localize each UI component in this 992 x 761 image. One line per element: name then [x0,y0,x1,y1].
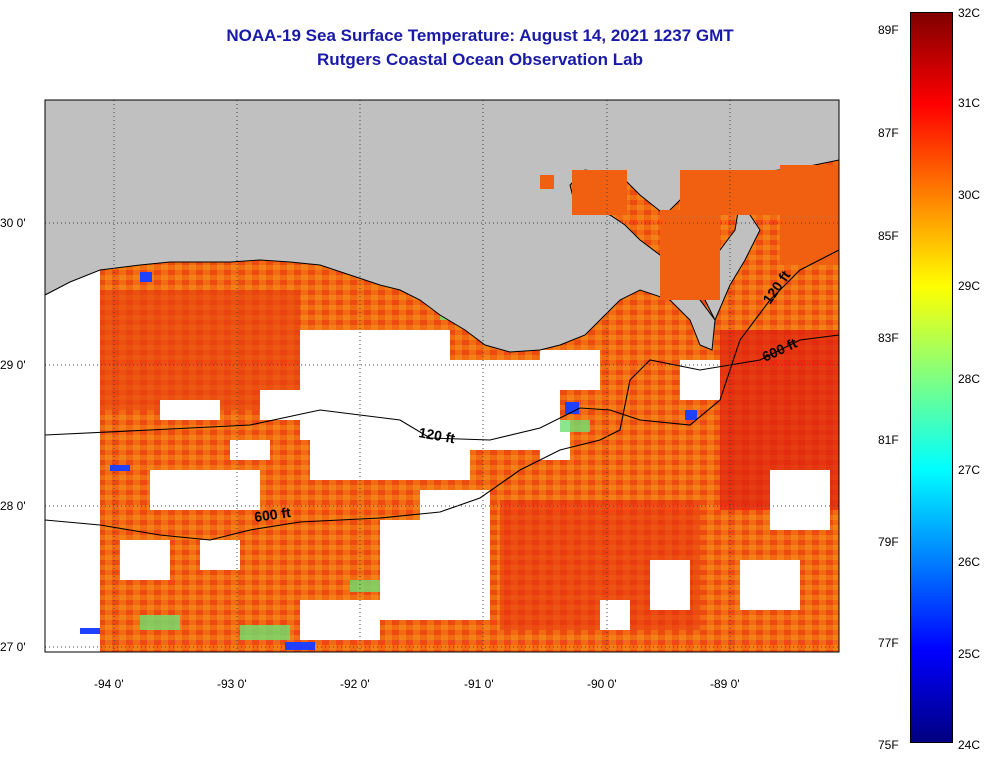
cb-label-83f: 83F [878,331,899,345]
cb-label-81f: 81F [878,433,899,447]
land-mass [45,100,839,353]
lat-label-27: 27 0' [0,640,26,654]
lon-label-90: -90 0' [587,677,617,691]
grid [45,100,839,652]
cloud-mask [45,270,830,652]
cb-label-79f: 79F [878,535,899,549]
cb-label-77f: 77F [878,636,899,650]
cb-label-30c: 30C [958,188,981,202]
cb-label-85f: 85F [878,229,899,243]
lat-label-29: 29 0' [0,358,26,372]
cb-label-24c: 24C [958,738,981,752]
cb-label-29c: 29C [958,279,981,293]
lon-label-94: -94 0' [94,677,124,691]
title-block: NOAA-19 Sea Surface Temperature: August … [0,24,992,72]
cb-label-27c: 27C [958,463,981,477]
green-patches [140,300,590,640]
contours [44,249,840,541]
lon-label-89: -89 0' [710,677,740,691]
cb-label-75f: 75F [878,738,899,752]
lon-label-91: -91 0' [464,677,494,691]
lon-label-93: -93 0' [217,677,247,691]
title-line-1: NOAA-19 Sea Surface Temperature: August … [226,26,734,45]
contour-600ft [44,334,840,541]
cb-label-26c: 26C [958,555,981,569]
contour-label-600ft-west: 600 ft [253,504,292,525]
cb-label-31c: 31C [958,96,981,110]
cb-label-87f: 87F [878,126,899,140]
cb-label-25c: 25C [958,647,981,661]
title-line-2: Rutgers Coastal Ocean Observation Lab [317,50,643,69]
lat-label-28: 28 0' [0,499,26,513]
cb-label-32c: 32C [958,6,981,20]
plot-frame [44,99,840,653]
cb-label-28c: 28C [958,372,981,386]
temperature-colorbar [910,12,953,743]
cb-label-89f: 89F [878,23,899,37]
lon-label-92: -92 0' [340,677,370,691]
contour-120ft-west [44,249,840,441]
lat-label-30: 30 0' [0,216,26,230]
contour-label-120ft-mid: 120 ft [417,424,456,446]
